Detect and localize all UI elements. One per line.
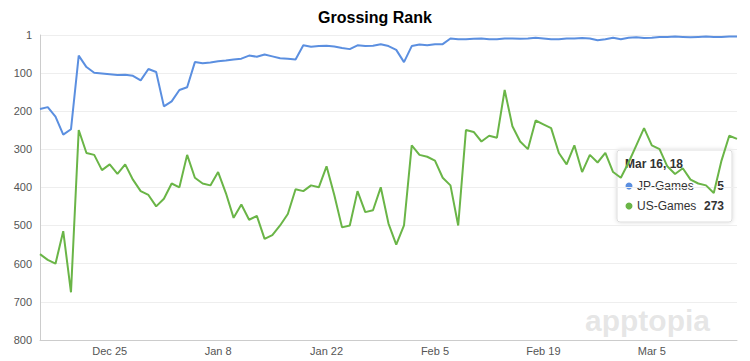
svg-text:Mar 16, 18: Mar 16, 18 xyxy=(625,157,683,171)
svg-text:Mar 5: Mar 5 xyxy=(638,345,666,357)
svg-text:Feb 19: Feb 19 xyxy=(526,345,560,357)
svg-text:JP-Games: JP-Games xyxy=(637,179,694,193)
svg-text:Grossing Rank: Grossing Rank xyxy=(318,9,432,26)
svg-text:1: 1 xyxy=(26,29,32,41)
svg-text:600: 600 xyxy=(14,258,32,270)
svg-text:500: 500 xyxy=(14,219,32,231)
svg-text:Jan 8: Jan 8 xyxy=(205,345,232,357)
svg-text:800: 800 xyxy=(14,334,32,346)
svg-text:Jan 22: Jan 22 xyxy=(310,345,343,357)
svg-text:100: 100 xyxy=(14,67,32,79)
svg-text:Feb 5: Feb 5 xyxy=(421,345,449,357)
svg-text:200: 200 xyxy=(14,105,32,117)
svg-text:apptopia: apptopia xyxy=(585,304,710,337)
svg-text:5: 5 xyxy=(717,179,724,193)
svg-text:273: 273 xyxy=(704,199,724,213)
svg-text:400: 400 xyxy=(14,181,32,193)
svg-text:Dec 25: Dec 25 xyxy=(92,345,127,357)
svg-text:300: 300 xyxy=(14,143,32,155)
svg-text:US-Games: US-Games xyxy=(637,199,696,213)
svg-text:700: 700 xyxy=(14,296,32,308)
